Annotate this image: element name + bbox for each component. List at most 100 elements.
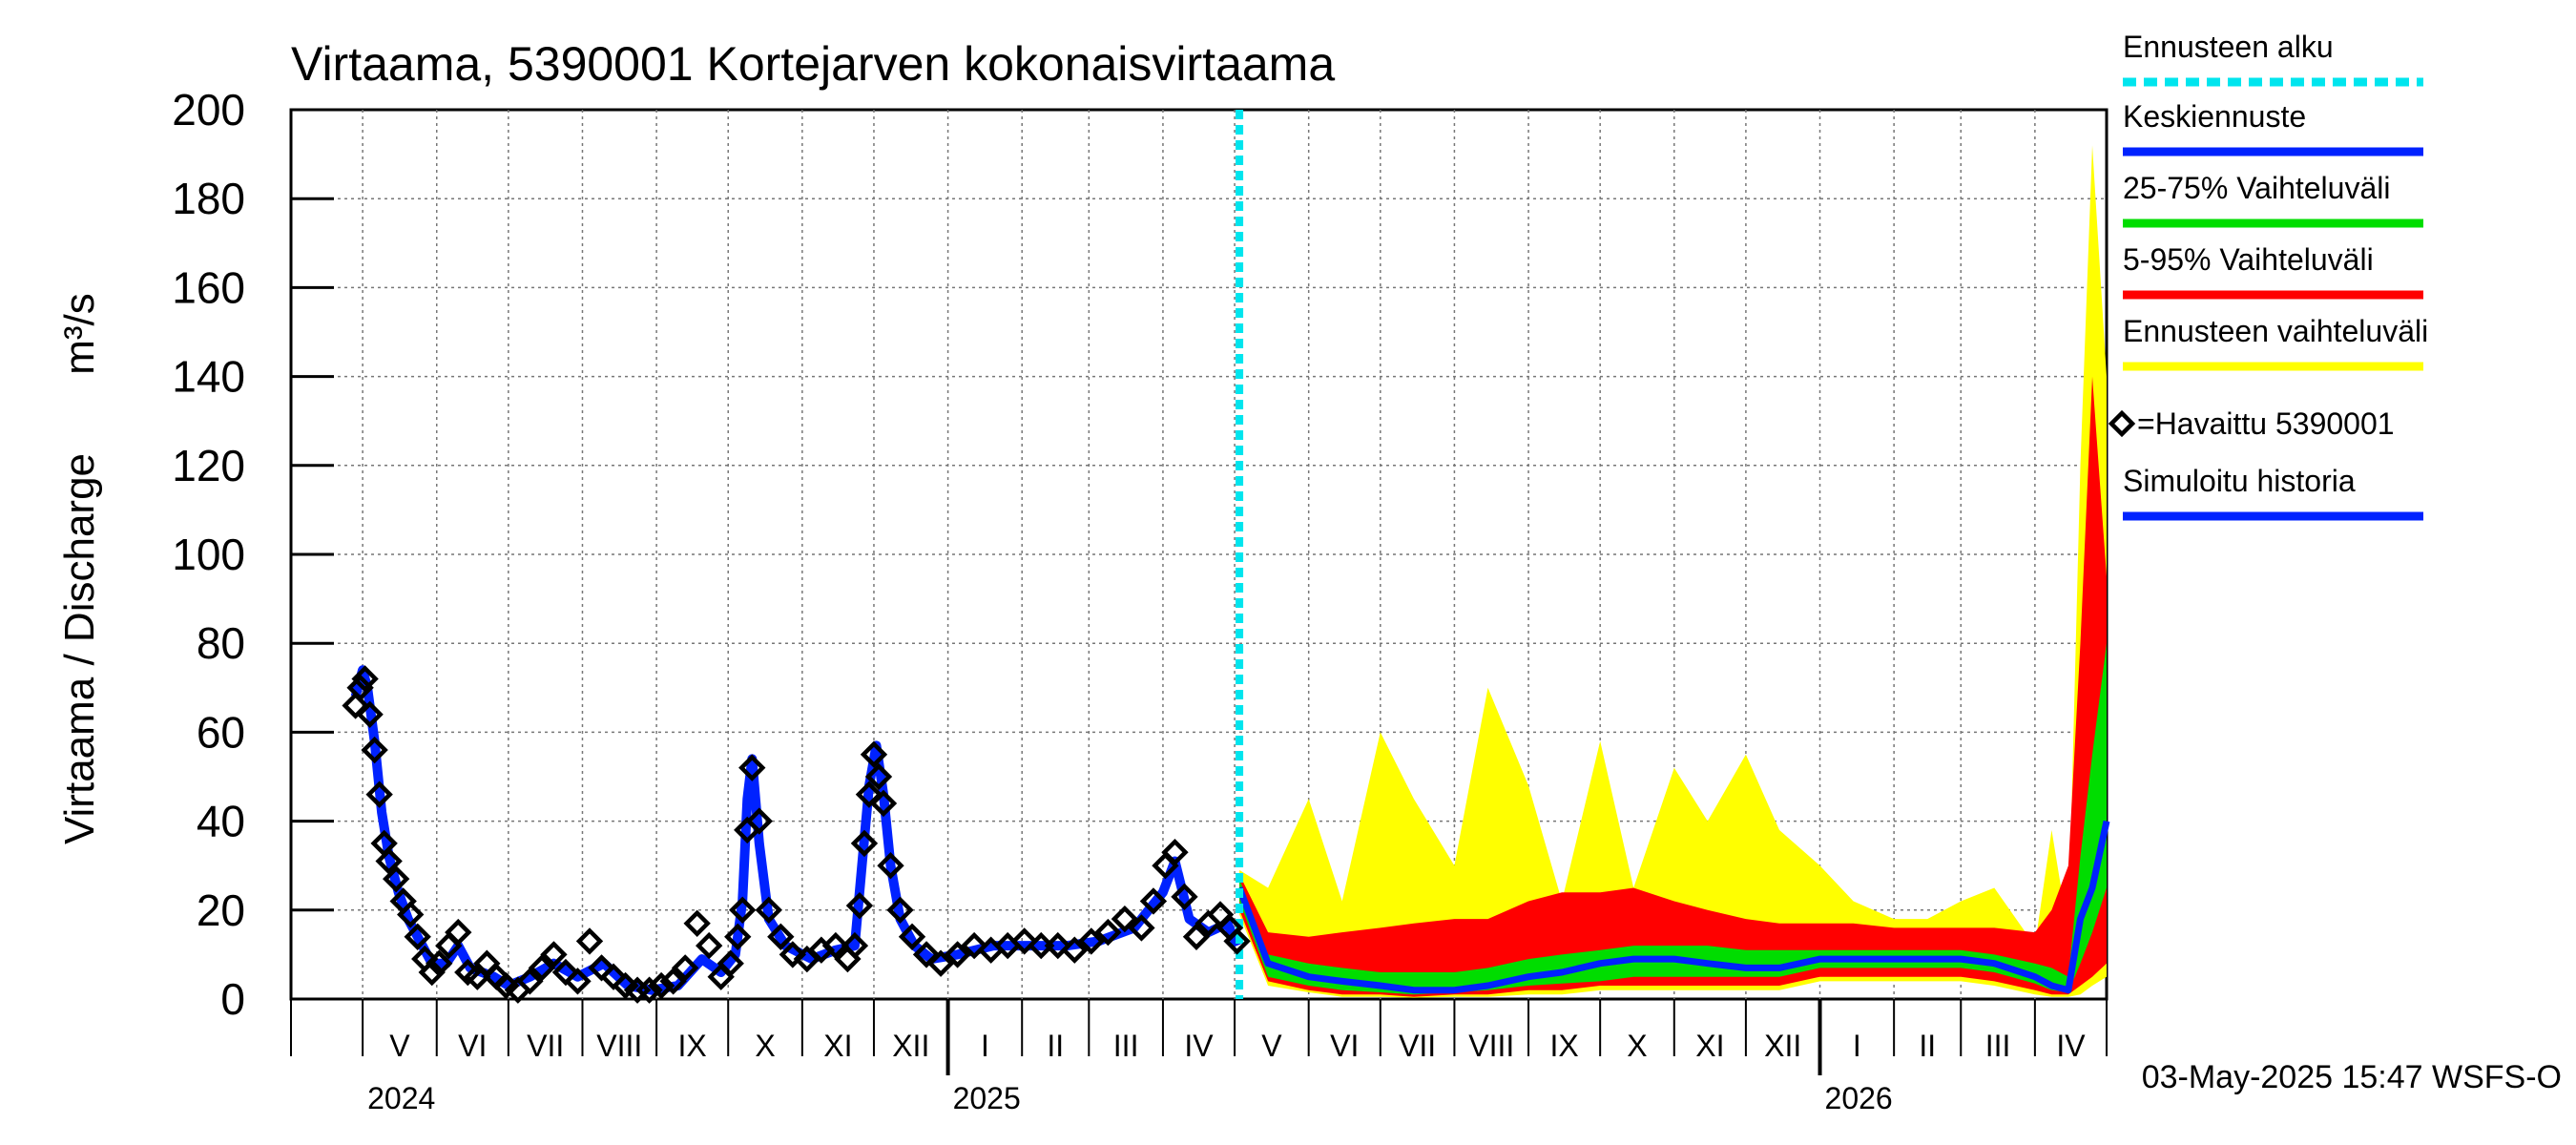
month-label: I: [1853, 1029, 1861, 1063]
observed-point: [960, 931, 988, 960]
observed-markers: [342, 665, 1251, 1004]
observed-point: [351, 665, 379, 693]
observed-point: [1077, 927, 1106, 955]
observed-point: [877, 852, 904, 880]
y-tick-label: 40: [197, 797, 245, 846]
observed-point: [551, 958, 580, 987]
band-full-range: [1239, 145, 2107, 998]
grid-lines: [291, 110, 2107, 999]
observed-point: [841, 931, 869, 960]
month-label: III: [1985, 1029, 2011, 1063]
observed-point: [659, 968, 687, 995]
observed-point: [564, 968, 592, 995]
observed-point: [1094, 918, 1122, 947]
legend-label: Ennusteen alku: [2123, 30, 2334, 64]
month-label: V: [389, 1029, 410, 1063]
legend: Ennusteen alku Keskiennuste 25-75% Vaihtel…: [2108, 30, 2428, 521]
series-layer: [350, 110, 2110, 999]
forecast-bands: [1239, 145, 2107, 998]
observed-point: [1182, 923, 1211, 950]
y-axis-label: Virtaama / Discharge: [56, 453, 103, 844]
observed-point: [944, 941, 971, 968]
observed-point: [404, 923, 431, 950]
y-tick-label: 0: [220, 974, 245, 1024]
month-label: IX: [1549, 1029, 1578, 1063]
month-label: I: [981, 1029, 989, 1063]
observed-point: [1139, 887, 1168, 915]
y-tick-label: 20: [197, 885, 245, 935]
observed-point: [821, 931, 850, 960]
month-label: VIII: [1468, 1029, 1514, 1063]
y-tick-label: 140: [172, 352, 245, 402]
observed-point: [599, 963, 628, 990]
observed-point: [426, 949, 453, 977]
month-label: V: [1261, 1029, 1282, 1063]
legend-label: Simuloitu historia: [2123, 464, 2356, 498]
year-label: 2025: [953, 1081, 1021, 1115]
observed-point: [397, 901, 425, 928]
legend-label: 25-75% Vaihteluväli: [2123, 171, 2390, 205]
month-label: III: [1113, 1029, 1139, 1063]
y-axis-unit: m³/s: [56, 293, 103, 375]
observed-point: [869, 789, 898, 818]
month-label: XI: [823, 1029, 852, 1063]
band-5-95: [1239, 376, 2107, 997]
timestamp-footer: 03-May-2025 15:47 WSFS-O: [2142, 1059, 2562, 1095]
observed-point: [575, 927, 604, 955]
month-label: X: [1627, 1029, 1647, 1063]
observed-point: [1128, 914, 1155, 942]
observed-point: [1010, 927, 1038, 955]
observed-point: [671, 954, 699, 982]
observed-point: [588, 954, 615, 982]
observed-point: [724, 923, 752, 950]
observed-point: [738, 754, 766, 781]
observed-point: [729, 896, 757, 924]
observed-point: [1223, 927, 1251, 955]
y-tick-label: 180: [172, 174, 245, 223]
observed-point: [1061, 936, 1089, 964]
year-label: 2026: [1825, 1081, 1893, 1115]
month-label: IV: [2056, 1029, 2086, 1063]
month-label: XII: [1764, 1029, 1801, 1063]
observed-point: [855, 781, 883, 808]
month-label: IV: [1184, 1029, 1214, 1063]
y-tick-label: 200: [172, 85, 245, 135]
month-label: VII: [1399, 1029, 1436, 1063]
legend-label: =Havaittu 5390001: [2137, 406, 2395, 441]
legend-label: Ennusteen vaihteluväli: [2123, 314, 2428, 348]
month-label: II: [1919, 1029, 1936, 1063]
observed-point: [767, 923, 795, 950]
legend-label: 5-95% Vaihteluväli: [2123, 242, 2374, 277]
observed-point: [898, 923, 926, 950]
observed-point: [1171, 883, 1198, 911]
y-tick-label: 60: [197, 707, 245, 757]
observed-point: [779, 941, 807, 968]
observed-point: [1111, 905, 1139, 933]
y-tick-label: 120: [172, 441, 245, 490]
observed-point: [516, 968, 544, 995]
y-tick-label: 160: [172, 262, 245, 312]
observed-point: [864, 762, 893, 791]
month-label: X: [755, 1029, 775, 1063]
month-label: XII: [892, 1029, 929, 1063]
observed-point: [356, 700, 384, 728]
observed-point: [860, 740, 888, 768]
observed-point: [445, 918, 472, 947]
observed-point: [635, 976, 663, 1004]
observed-point: [683, 909, 711, 937]
month-label: II: [1047, 1029, 1064, 1063]
observed-point: [886, 896, 914, 924]
observed-point: [365, 781, 393, 808]
month-label: VIII: [596, 1029, 642, 1063]
observed-point: [382, 864, 410, 893]
observed-point: [850, 829, 879, 858]
observed-point: [528, 954, 556, 982]
legend-label: Keskiennuste: [2123, 99, 2306, 134]
observed-point: [1044, 931, 1071, 960]
chart-title: Virtaama, 5390001 Kortejarven kokonaisvi…: [291, 37, 1335, 91]
y-tick-label: 100: [172, 530, 245, 579]
median-forecast-line: [1236, 820, 2110, 994]
observed-point: [375, 847, 403, 875]
